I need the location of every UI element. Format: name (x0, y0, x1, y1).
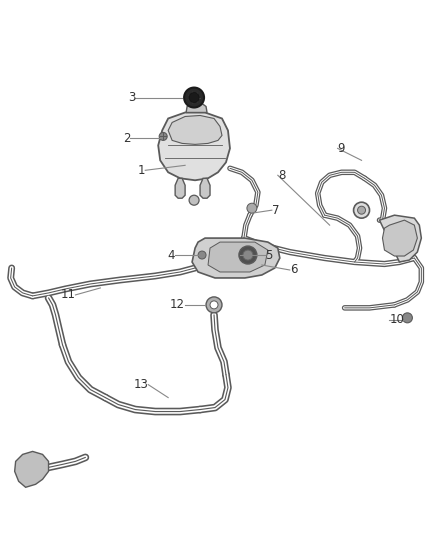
Text: 2: 2 (123, 132, 130, 145)
Polygon shape (186, 102, 207, 112)
Polygon shape (379, 215, 421, 262)
Text: 9: 9 (338, 142, 345, 155)
Text: 3: 3 (128, 91, 135, 104)
Polygon shape (158, 112, 230, 180)
Circle shape (206, 297, 222, 313)
Text: 10: 10 (389, 313, 404, 326)
Circle shape (189, 195, 199, 205)
Circle shape (357, 206, 366, 214)
Circle shape (353, 202, 370, 218)
Polygon shape (382, 220, 417, 256)
Circle shape (247, 203, 257, 213)
Polygon shape (14, 451, 49, 487)
Polygon shape (168, 116, 222, 144)
Text: 7: 7 (272, 204, 279, 217)
Circle shape (198, 251, 206, 259)
Text: 4: 4 (168, 248, 175, 262)
Circle shape (184, 87, 204, 108)
Circle shape (239, 246, 257, 264)
Polygon shape (175, 178, 185, 198)
Polygon shape (200, 178, 210, 198)
Circle shape (243, 250, 253, 260)
Circle shape (210, 301, 218, 309)
Text: 12: 12 (170, 298, 185, 311)
Circle shape (403, 313, 413, 323)
Text: 5: 5 (265, 248, 272, 262)
Text: 6: 6 (290, 263, 297, 277)
Polygon shape (192, 238, 280, 278)
Text: 8: 8 (278, 169, 285, 182)
Circle shape (189, 93, 199, 102)
Circle shape (159, 132, 167, 140)
Polygon shape (208, 242, 268, 272)
Text: 1: 1 (138, 164, 145, 177)
Text: 13: 13 (133, 378, 148, 391)
Text: 11: 11 (60, 288, 75, 301)
